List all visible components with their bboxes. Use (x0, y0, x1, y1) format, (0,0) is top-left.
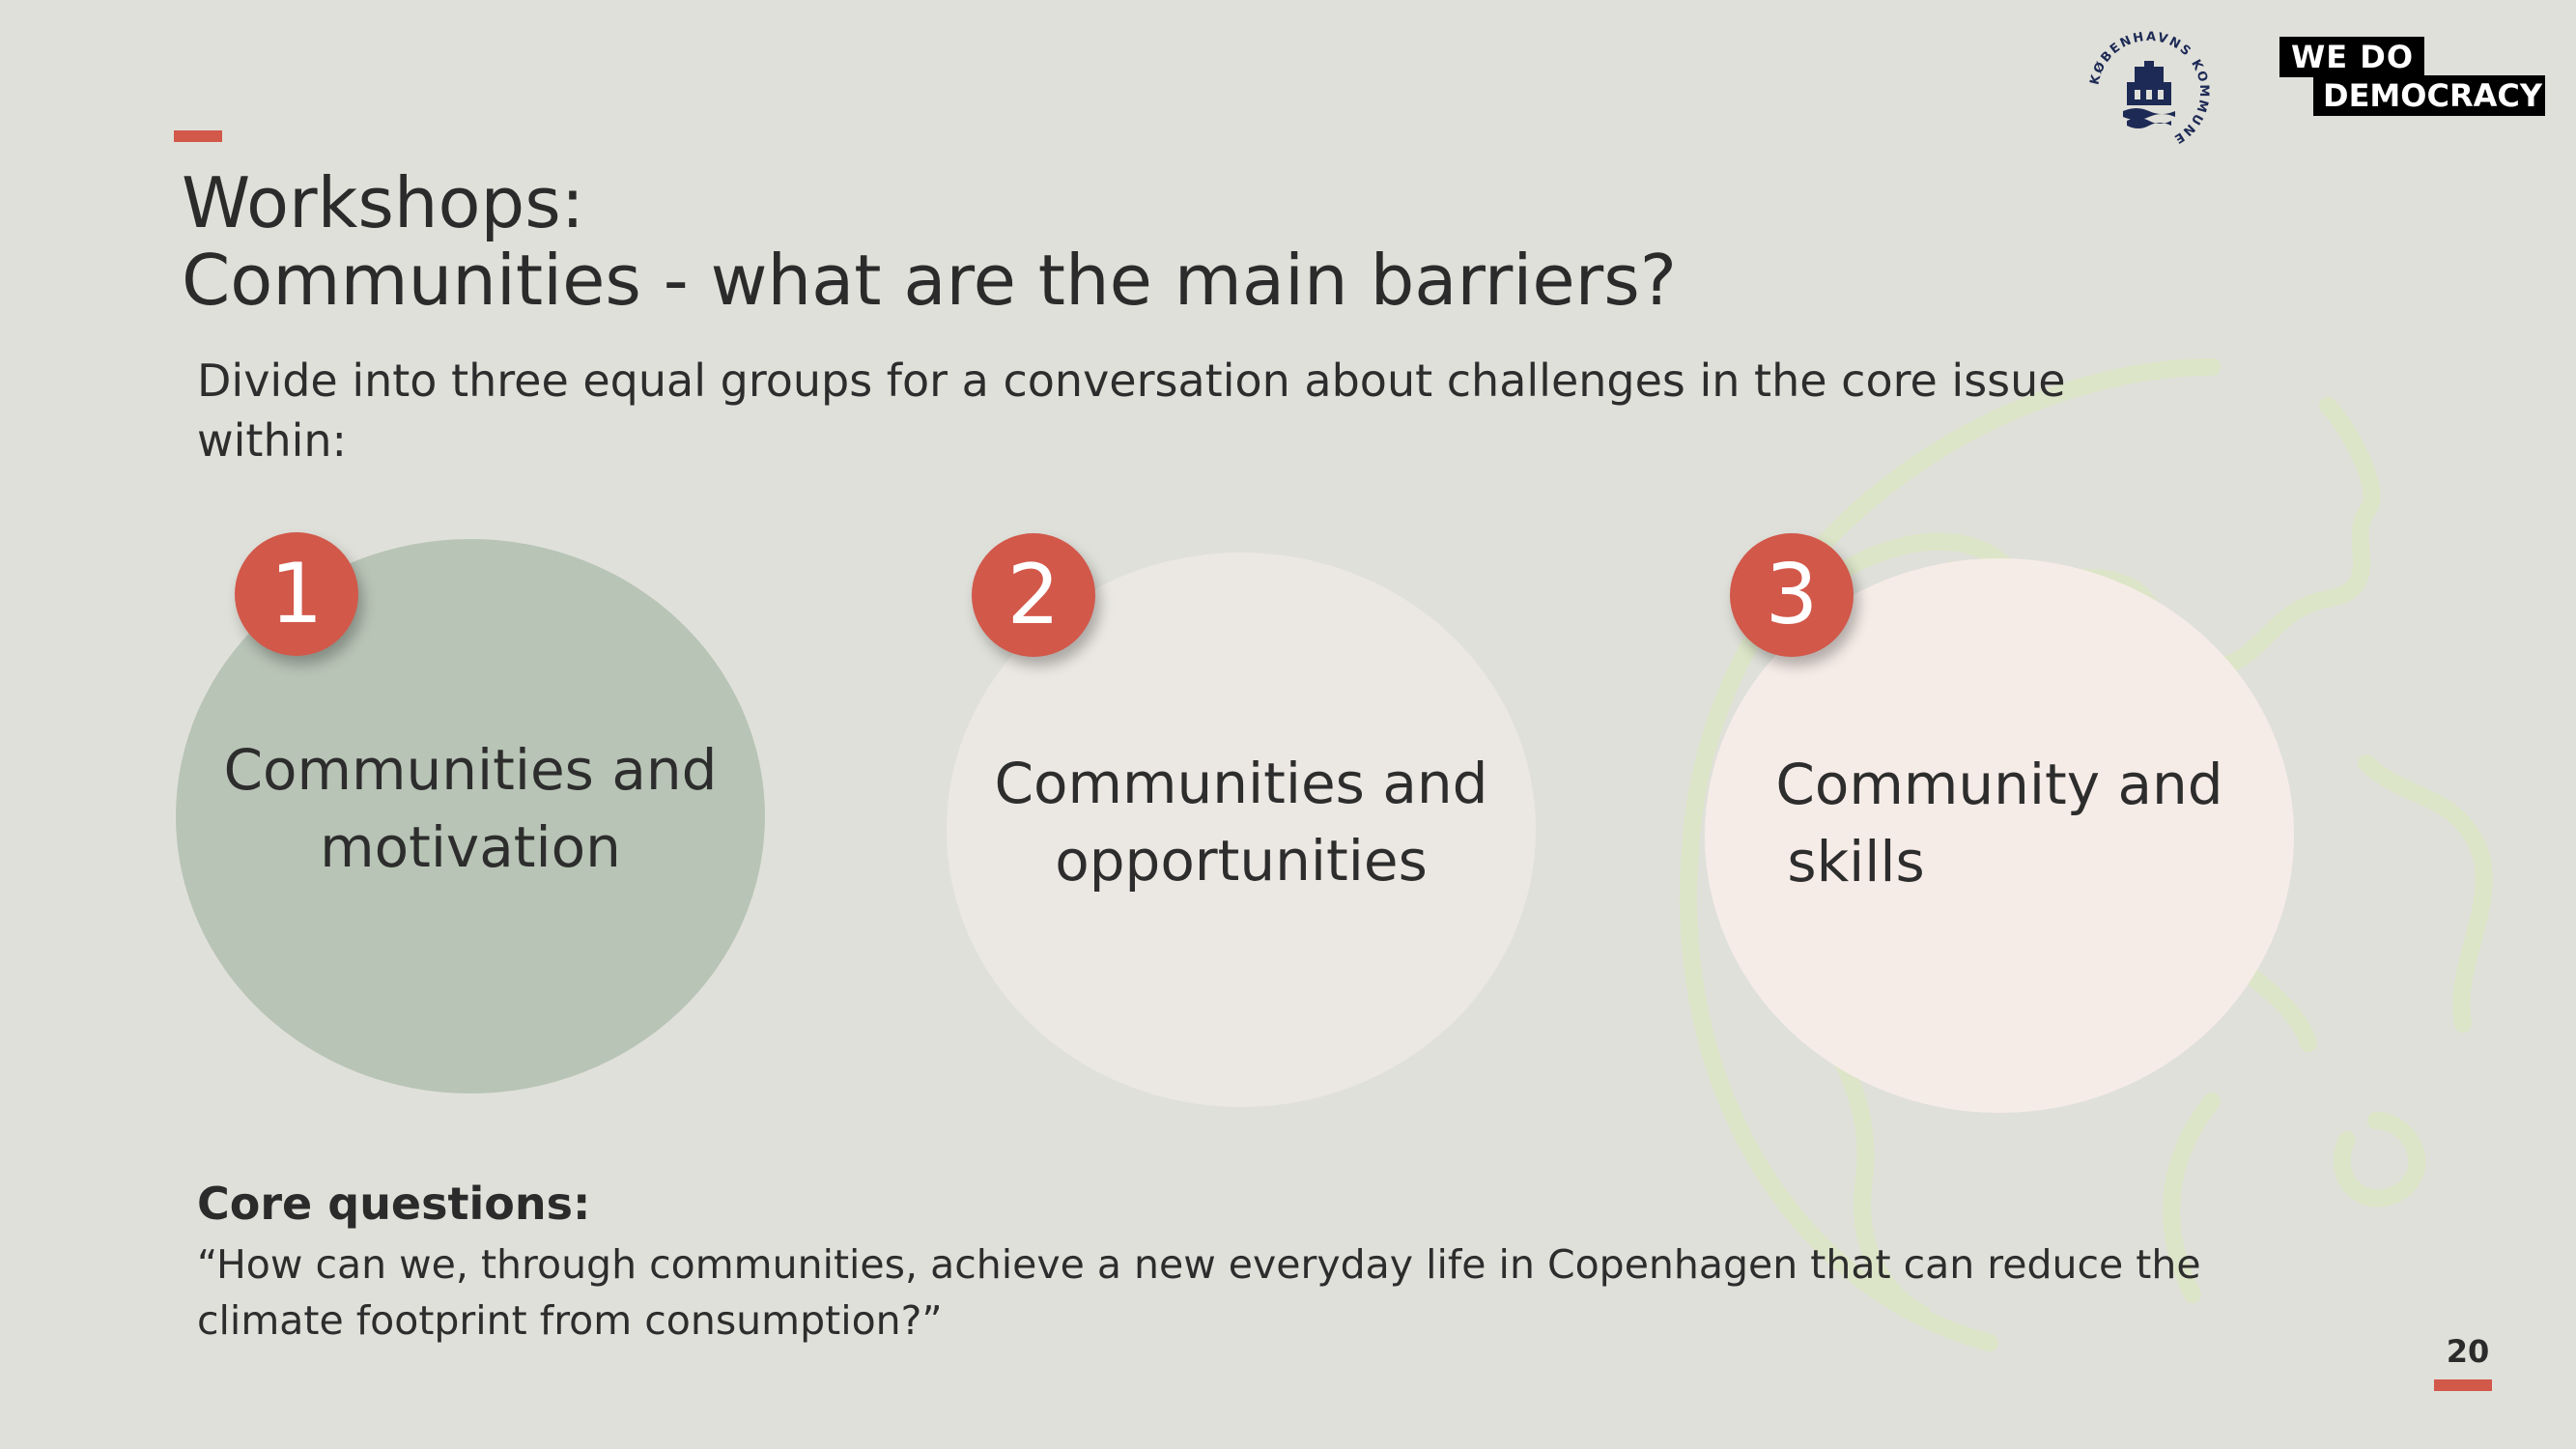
group-label: Communities and opportunities (995, 745, 1488, 899)
group-label: Communities and motivation (224, 731, 718, 886)
group-circle-motivation: Communities and motivation (176, 539, 765, 1094)
page-number: 20 (2446, 1333, 2490, 1370)
logo-line-we-do: WE DO (2279, 37, 2424, 77)
group-label: Community and skills (1775, 746, 2222, 900)
slide-title-line-2: Communities - what are the main barriers… (182, 240, 1677, 321)
group-label-line-1: Communities and (994, 751, 1488, 816)
slide-title-line-1: Workshops: (182, 162, 584, 243)
group-label-line-2: motivation (320, 814, 621, 880)
group-number-badge: 1 (235, 532, 358, 656)
group-label-line-1: Communities and (223, 737, 718, 803)
group-number-badge: 2 (972, 533, 1095, 657)
footer-accent-bar (2434, 1379, 2492, 1391)
core-question-text: “How can we, through communities, achiev… (197, 1241, 2201, 1344)
title-accent-bar (174, 130, 222, 142)
we-do-democracy-logo: WE DO DEMOCRACY (2279, 37, 2545, 116)
intro-text: Divide into three equal groups for a con… (197, 355, 2066, 467)
logo-line-democracy: DEMOCRACY (2313, 75, 2545, 116)
group-number-badge: 3 (1730, 533, 1854, 657)
group-label-line-2: opportunities (1055, 828, 1428, 894)
kobenhavns-kommune-seal-icon: KØBENHAVNS KOMMUNE (2087, 30, 2209, 147)
slide-title: Workshops: Communities - what are the ma… (182, 164, 1677, 319)
group-label-line-1: Community and (1775, 752, 2223, 817)
group-label-line-2: skills (1787, 829, 1925, 895)
core-questions-heading: Core questions: (197, 1178, 591, 1230)
